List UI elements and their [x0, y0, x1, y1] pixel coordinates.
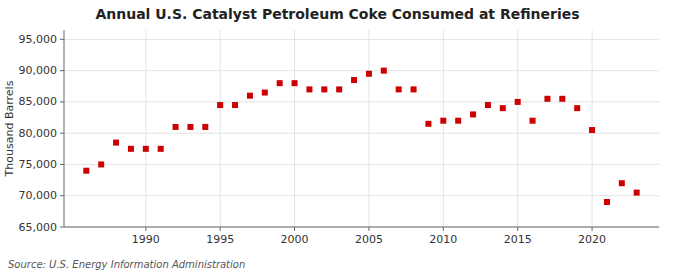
point — [455, 118, 461, 124]
point — [500, 105, 506, 111]
point — [232, 102, 238, 108]
point — [589, 127, 595, 133]
point — [559, 96, 565, 102]
point — [113, 140, 119, 146]
y-tick — [60, 70, 64, 71]
point — [634, 190, 640, 196]
point — [83, 168, 89, 174]
point — [292, 80, 298, 86]
points — [83, 68, 639, 205]
y-tick — [60, 195, 64, 196]
point — [425, 121, 431, 127]
point — [485, 102, 491, 108]
y-tick-label: 65,000 — [19, 221, 58, 234]
x-tick-label: 1990 — [132, 233, 160, 246]
x-tick — [592, 227, 593, 231]
x-grid-line — [443, 30, 444, 227]
point — [306, 86, 312, 92]
x-axis-line — [64, 227, 659, 228]
y-tick — [60, 39, 64, 40]
point — [173, 124, 179, 130]
point — [619, 180, 625, 186]
grid — [64, 30, 659, 227]
y-tick — [60, 164, 64, 165]
x-grid-line — [517, 30, 518, 227]
x-tick — [368, 227, 369, 231]
title: Annual U.S. Catalyst Petroleum Coke Cons… — [95, 6, 579, 22]
point — [217, 102, 223, 108]
x-tick — [517, 227, 518, 231]
point — [187, 124, 193, 130]
point — [247, 93, 253, 99]
point — [470, 111, 476, 117]
x-grid-line — [145, 30, 146, 227]
point — [440, 118, 446, 124]
y-grid-line — [64, 101, 659, 102]
point — [262, 90, 268, 96]
y-tick-label: 80,000 — [19, 127, 58, 140]
y-axis-line — [64, 30, 65, 227]
y-grid-line — [64, 227, 659, 228]
x-tick-label: 1995 — [206, 233, 234, 246]
point — [366, 71, 372, 77]
y-tick-label: 95,000 — [19, 33, 58, 46]
point — [604, 199, 610, 205]
source-note: Source: U.S. Energy Information Administ… — [8, 259, 245, 270]
point — [128, 146, 134, 152]
point — [158, 146, 164, 152]
x-grid-line — [368, 30, 369, 227]
point — [411, 86, 417, 92]
y-tick — [60, 133, 64, 134]
x-tick — [220, 227, 221, 231]
x-tick-label: 2020 — [578, 233, 606, 246]
y-grid-line — [64, 70, 659, 71]
x-tick-label: 2015 — [504, 233, 532, 246]
point — [544, 96, 550, 102]
axes: 65,000 70,000 75,000 80,000 85,000 90,000 95,0… — [19, 30, 660, 246]
y-tick-label: 70,000 — [19, 189, 58, 202]
y-tick — [60, 101, 64, 102]
x-tick-label: 2000 — [281, 233, 309, 246]
point — [143, 146, 149, 152]
point — [396, 86, 402, 92]
point — [574, 105, 580, 111]
y-tick — [60, 227, 64, 228]
point — [277, 80, 283, 86]
point — [351, 77, 357, 83]
point — [381, 68, 387, 74]
y-tick-label: 75,000 — [19, 158, 58, 171]
x-grid-line — [294, 30, 295, 227]
x-tick — [443, 227, 444, 231]
x-tick-label: 2005 — [355, 233, 383, 246]
x-tick — [294, 227, 295, 231]
point — [98, 161, 104, 167]
y-tick-label: 90,000 — [19, 64, 58, 77]
y-grid-line — [64, 164, 659, 165]
y-grid-line — [64, 195, 659, 196]
point — [530, 118, 536, 124]
x-grid-line — [220, 30, 221, 227]
point — [202, 124, 208, 130]
y-grid-line — [64, 133, 659, 134]
y-axis-label: Thousand Barrels — [3, 80, 16, 177]
x-tick — [145, 227, 146, 231]
point — [336, 86, 342, 92]
x-tick-label: 2010 — [429, 233, 457, 246]
chart: 65,000 70,000 75,000 80,000 85,000 90,000 95,0… — [0, 0, 675, 275]
point — [515, 99, 521, 105]
y-grid-line — [64, 39, 659, 40]
y-tick-label: 85,000 — [19, 95, 58, 108]
point — [321, 86, 327, 92]
